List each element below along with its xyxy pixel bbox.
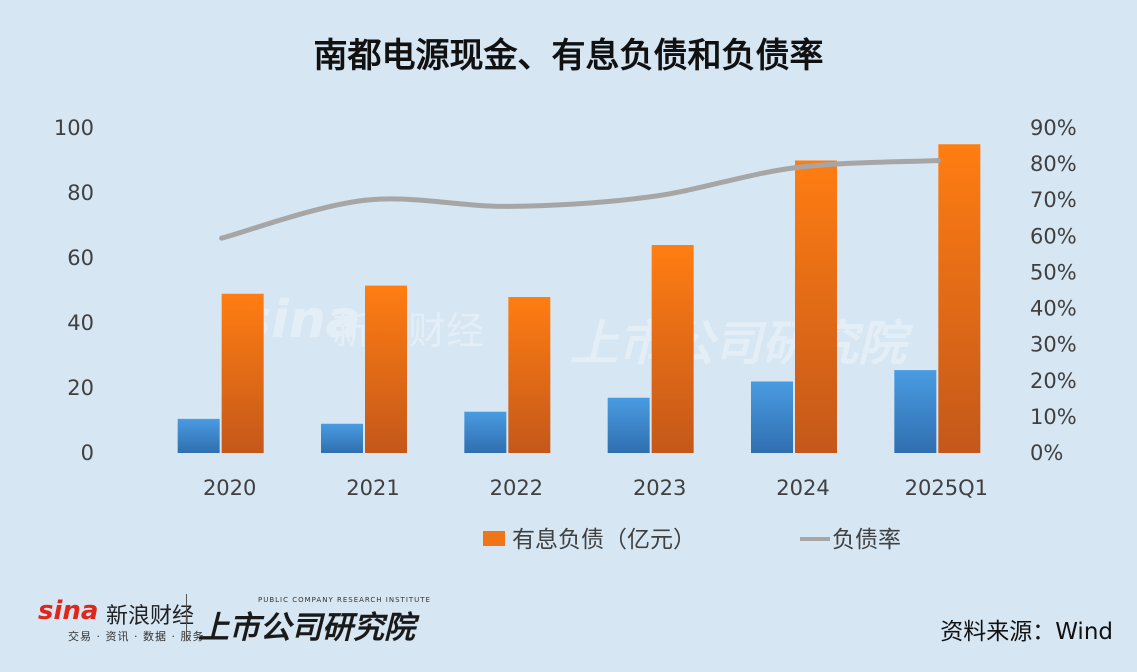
ratio-point	[219, 235, 225, 241]
y-left-tick-label: 20	[67, 376, 94, 400]
bar-debt	[221, 293, 264, 453]
chart-title: 南都电源现金、有息负债和负债率	[313, 36, 824, 76]
x-tick-label: 2025Q1	[905, 476, 988, 500]
source-note: 资料来源：Wind	[940, 619, 1113, 645]
y-left-tick-label: 100	[54, 116, 94, 140]
x-tick-label: 2022	[490, 476, 543, 500]
x-tick-label: 2021	[346, 476, 399, 500]
institute-cn-name: 上市公司研究院	[198, 610, 415, 646]
ratio-point	[505, 203, 511, 209]
x-tick-label: 2023	[633, 476, 686, 500]
bar-cash	[607, 397, 650, 453]
bar-debt	[938, 144, 981, 453]
bar-cash	[894, 370, 937, 453]
x-tick-label: 2024	[776, 476, 829, 500]
ratio-point	[362, 197, 368, 203]
brand-divider	[186, 594, 187, 640]
bar-debt	[795, 160, 837, 453]
y-right-tick-label: 30%	[1030, 333, 1077, 357]
ratio-point	[792, 165, 798, 171]
y-left-tick-label: 40	[67, 311, 94, 335]
y-right-tick-label: 90%	[1030, 116, 1077, 140]
sina-logo: sina	[38, 596, 99, 626]
y-right-tick-label: 60%	[1030, 224, 1077, 248]
legend-debt-swatch	[483, 531, 505, 546]
y-left-tick-label: 60	[67, 246, 94, 270]
legend-ratio-label: 负债率	[832, 527, 901, 553]
y-right-tick-label: 80%	[1030, 152, 1077, 176]
y-right-tick-label: 10%	[1030, 405, 1077, 429]
bar-debt	[365, 285, 407, 453]
bar-cash	[177, 418, 220, 453]
sina-name: 新浪财经	[106, 604, 195, 629]
y-right-tick-label: 0%	[1030, 441, 1063, 465]
bar-cash	[751, 381, 793, 453]
bar-debt	[651, 245, 694, 453]
y-right-axis: 0% 10% 20% 30% 40% 50% 60% 70% 80% 90%	[1030, 116, 1077, 465]
y-left-tick-label: 80	[67, 181, 94, 205]
y-right-tick-label: 20%	[1030, 369, 1077, 393]
x-axis: 2020 2021 2022 2023 2024 2025Q1	[203, 476, 988, 500]
ratio-line	[219, 158, 941, 241]
bar-debt	[508, 297, 551, 453]
x-tick-label: 2020	[203, 476, 256, 500]
ratio-point	[649, 194, 655, 200]
y-left-tick-label: 0	[81, 441, 94, 465]
bar-cash	[464, 411, 507, 453]
sina-tagline: 交易 · 资讯 · 数据 · 服务	[68, 630, 205, 643]
y-right-tick-label: 50%	[1030, 260, 1077, 284]
ratio-point	[935, 158, 941, 163]
bar-cash	[321, 423, 363, 453]
institute-en-name: PUBLIC COMPANY RESEARCH INSTITUTE	[258, 596, 431, 604]
y-right-tick-label: 40%	[1030, 297, 1077, 321]
y-right-tick-label: 70%	[1030, 188, 1077, 212]
bars	[177, 144, 981, 453]
legend: 有息负债（亿元） 负债率	[483, 527, 901, 553]
legend-debt-label: 有息负债（亿元）	[512, 527, 696, 553]
y-left-axis: 0 20 40 60 80 100	[54, 116, 94, 465]
ratio-line-layer	[219, 158, 941, 241]
